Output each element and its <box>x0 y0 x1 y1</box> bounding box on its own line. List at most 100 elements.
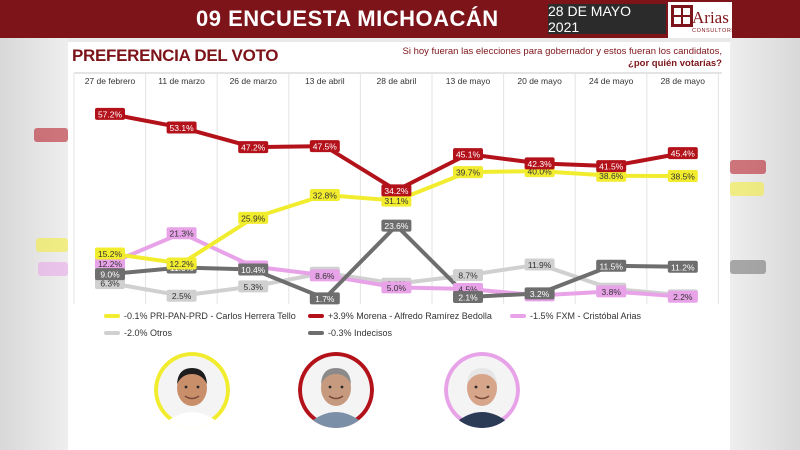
survey-question: Si hoy fueran las elecciones para gobern… <box>360 46 722 70</box>
background-left <box>0 0 68 450</box>
x-axis-labels: 27 de febrero 11 de marzo 26 de marzo 13 de… <box>85 76 706 86</box>
legend-item-indecisos: -0.3% Indecisos <box>308 328 392 338</box>
data-label-otros: 2.5% <box>172 291 192 301</box>
blur-strip <box>36 238 68 252</box>
legend-swatch <box>308 331 324 335</box>
data-label-otros: 11.9% <box>528 260 552 270</box>
portrait-icon <box>444 352 520 428</box>
legend-item-fxm: -1.5% FXM - Cristóbal Arias <box>510 311 641 321</box>
data-label-box-pri <box>166 257 197 270</box>
data-label-box-pri <box>309 189 340 202</box>
data-label-box-morena <box>667 147 698 160</box>
data-label-box-morena <box>166 121 197 134</box>
data-label-box-fxm <box>667 290 698 303</box>
legend-label: -0.3% Indecisos <box>328 328 393 338</box>
data-label-morena: 47.5% <box>313 142 338 152</box>
data-label-box-morena <box>238 141 269 154</box>
data-label-indecisos: 11.5% <box>599 261 623 271</box>
data-label-box-indecisos <box>453 291 483 304</box>
data-label-indecisos: 2.1% <box>458 293 478 303</box>
data-label-box-indecisos <box>381 219 412 232</box>
legend-label: -0.1% PRI-PAN-PRD - Carlos Herrera Tello <box>124 311 296 321</box>
data-label-pri: 32.8% <box>313 191 338 201</box>
candidate-photo-ramirez <box>298 352 374 428</box>
data-label-box-otros <box>453 269 483 282</box>
data-label-box-fxm <box>95 257 125 270</box>
survey-title: 09 ENCUESTA MICHOACÁN <box>196 6 499 31</box>
data-label-box-pri <box>238 211 269 224</box>
data-label-box-pri <box>596 169 627 182</box>
data-label-pri: 15.2% <box>98 249 123 259</box>
data-label-box-indecisos <box>309 292 340 305</box>
x-tick-label: 28 de mayo <box>661 76 706 86</box>
data-label-pri: 39.7% <box>456 168 481 178</box>
data-label-morena: 47.2% <box>241 143 266 153</box>
data-label-box-pri <box>95 247 125 260</box>
data-label-box-morena <box>95 107 125 120</box>
legend-swatch <box>104 314 120 318</box>
x-tick-label: 20 de mayo <box>517 76 562 86</box>
data-label-morena: 34.2% <box>384 186 409 196</box>
data-label-fxm: 8.6% <box>315 271 335 281</box>
data-label-fxm: 2.2% <box>673 292 693 302</box>
x-tick-label: 11 de marzo <box>158 76 205 86</box>
data-label-otros: 8.7% <box>458 271 478 281</box>
data-label-box-indecisos <box>524 287 555 300</box>
x-tick-label: 13 de mayo <box>446 76 491 86</box>
data-label-indecisos: 1.7% <box>315 294 335 304</box>
data-label-otros: 6.3% <box>100 279 120 289</box>
data-label-fxm: 5.0% <box>387 283 407 293</box>
chart-subtitle: PREFERENCIA DEL VOTO <box>72 46 279 65</box>
data-label-box-otros <box>524 258 555 271</box>
data-label-box-otros <box>166 289 197 302</box>
x-tick-label: 26 de marzo <box>230 76 278 86</box>
candidate-photo-herrera <box>154 352 230 428</box>
data-label-morena: 45.4% <box>671 149 696 159</box>
data-label-fxm: 21.3% <box>170 229 195 239</box>
logo-name: Arias <box>692 8 729 27</box>
data-label-morena: 41.5% <box>599 162 624 172</box>
data-label-morena: 42.3% <box>528 159 553 169</box>
data-label-box-pri <box>453 166 483 179</box>
data-label-box-fxm <box>596 285 627 298</box>
data-label-box-morena <box>453 148 483 161</box>
background-right <box>730 0 800 450</box>
legend-label: +3.9% Morena - Alfredo Ramírez Bedolla <box>328 311 492 321</box>
x-tick-label: 13 de abril <box>305 76 345 86</box>
data-label-morena: 57.2% <box>98 109 123 119</box>
data-label-box-pri <box>381 194 412 207</box>
data-label-indecisos: 11.2% <box>671 262 695 272</box>
data-label-pri: 38.6% <box>599 171 624 181</box>
data-label-pri: 12.2% <box>170 259 195 269</box>
logo-subtitle: CONSULTORES <box>692 28 740 34</box>
date-badge: 28 DE MAYO 2021 <box>548 3 666 35</box>
logo-mark-icon <box>671 5 693 27</box>
header-bar: 09 ENCUESTA MICHOACÁN <box>0 0 800 38</box>
data-label-fxm: 12.2% <box>98 259 123 269</box>
legend-label: -1.5% FXM - Cristóbal Arias <box>530 311 642 321</box>
data-label-box-morena <box>596 160 627 173</box>
legend-swatch <box>510 314 526 318</box>
data-label-indecisos: 3.2% <box>530 289 550 299</box>
data-label-box-pri <box>667 170 698 183</box>
data-label-indecisos: 23.6% <box>384 221 409 231</box>
blur-strip <box>38 262 68 276</box>
data-label-fxm: 3.8% <box>602 287 622 297</box>
question-line-2: ¿por quién votarías? <box>628 58 722 69</box>
data-label-box-fxm <box>309 269 340 282</box>
x-tick-label: 27 de febrero <box>85 76 136 86</box>
data-label-box-fxm <box>166 227 197 240</box>
legend-item-morena: +3.9% Morena - Alfredo Ramírez Bedolla <box>308 311 492 321</box>
legend-swatch <box>308 314 324 318</box>
data-label-box-morena <box>381 184 412 197</box>
blur-strip <box>730 260 766 274</box>
blur-strip <box>730 160 766 174</box>
data-label-pri: 40.0% <box>528 167 553 177</box>
data-label-morena: 53.1% <box>170 123 195 133</box>
data-label-box-indecisos <box>667 260 698 273</box>
data-label-box-fxm <box>381 281 412 294</box>
data-label-indecisos: 9.0% <box>100 270 120 280</box>
data-label-otros: 5.3% <box>244 282 264 292</box>
x-tick-label: 28 de abril <box>377 76 417 86</box>
portrait-icon <box>298 352 374 428</box>
